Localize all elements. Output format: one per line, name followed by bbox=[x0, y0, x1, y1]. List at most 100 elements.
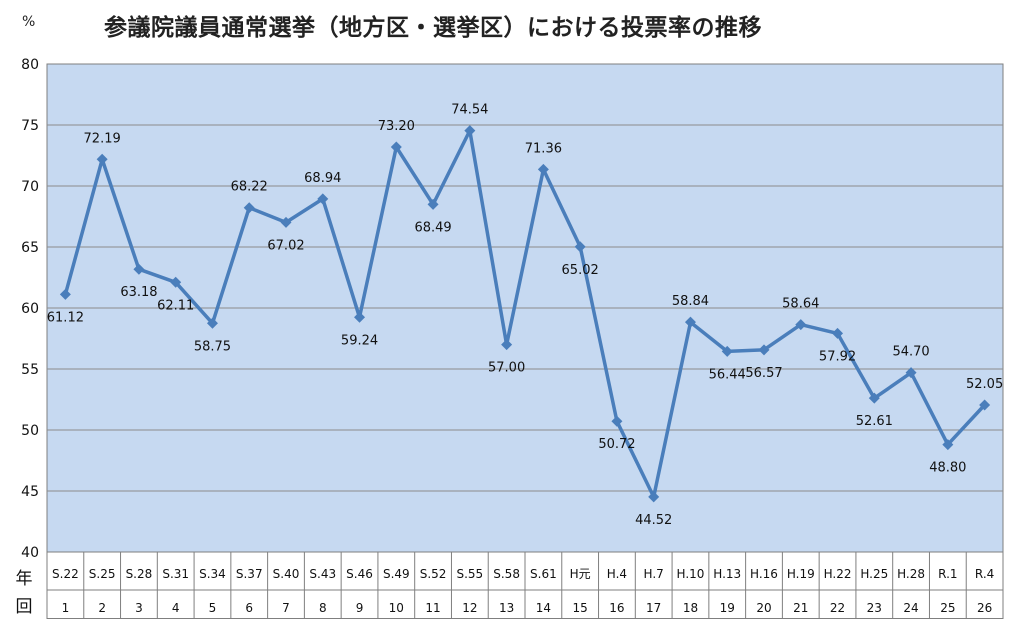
x-category-label: H.25 bbox=[860, 567, 888, 581]
x-round-label: 5 bbox=[209, 601, 217, 615]
data-point bbox=[501, 339, 513, 351]
data-label: 63.18 bbox=[120, 285, 157, 300]
x-round-label: 11 bbox=[425, 601, 440, 615]
x-round-label: 6 bbox=[245, 601, 253, 615]
y-tick-label: 50 bbox=[21, 423, 39, 439]
data-point bbox=[942, 439, 954, 451]
data-label: 52.61 bbox=[856, 414, 893, 429]
data-label: 62.11 bbox=[157, 298, 194, 313]
y-tick-label: 70 bbox=[21, 179, 39, 195]
x-round-label: 18 bbox=[683, 601, 698, 615]
x-round-label: 26 bbox=[977, 601, 992, 615]
data-point bbox=[611, 415, 623, 427]
data-point bbox=[317, 193, 329, 205]
y-tick-label: 75 bbox=[21, 118, 39, 134]
data-point bbox=[170, 276, 182, 288]
x-round-label: 19 bbox=[720, 601, 735, 615]
x-round-label: 1 bbox=[62, 601, 70, 615]
x-round-label: 25 bbox=[940, 601, 955, 615]
data-label: 57.92 bbox=[819, 349, 856, 364]
x-category-label: S.37 bbox=[236, 567, 263, 581]
x-round-label: 20 bbox=[756, 601, 771, 615]
x-category-label: S.31 bbox=[162, 567, 189, 581]
data-label: 57.00 bbox=[488, 361, 525, 376]
data-point bbox=[427, 198, 439, 210]
y-tick-label: 45 bbox=[21, 484, 39, 500]
data-label: 67.02 bbox=[267, 238, 304, 253]
data-label: 44.52 bbox=[635, 513, 672, 528]
x-category-label: S.52 bbox=[420, 567, 447, 581]
row-label-count: 回 bbox=[16, 597, 33, 617]
chart-title: 参議院議員通常選挙（地方区・選挙区）における投票率の推移 bbox=[104, 15, 762, 41]
data-label: 50.72 bbox=[598, 437, 635, 452]
x-category-label: S.40 bbox=[273, 567, 300, 581]
x-round-label: 12 bbox=[462, 601, 477, 615]
data-label: 65.02 bbox=[562, 263, 599, 278]
x-category-label: S.25 bbox=[89, 567, 116, 581]
x-category-label: S.55 bbox=[456, 567, 483, 581]
x-round-label: 21 bbox=[793, 601, 808, 615]
data-point bbox=[905, 367, 917, 379]
x-category-label: S.22 bbox=[52, 567, 79, 581]
data-point bbox=[832, 327, 844, 339]
data-label: 56.44 bbox=[709, 367, 746, 382]
data-label: 58.64 bbox=[782, 297, 819, 312]
x-category-label: H.22 bbox=[824, 567, 852, 581]
data-label: 48.80 bbox=[929, 461, 966, 476]
y-tick-label: 60 bbox=[21, 301, 39, 317]
data-point bbox=[280, 216, 292, 228]
data-label: 54.70 bbox=[892, 345, 929, 360]
x-category-label: S.58 bbox=[493, 567, 520, 581]
data-point bbox=[758, 344, 770, 356]
x-category-label: R.1 bbox=[938, 567, 957, 581]
x-round-label: 16 bbox=[609, 601, 624, 615]
series-line bbox=[63, 128, 986, 499]
x-category-label: R.4 bbox=[975, 567, 994, 581]
x-category-label: S.28 bbox=[126, 567, 153, 581]
y-tick-label: 65 bbox=[21, 240, 39, 256]
data-label: 74.54 bbox=[451, 103, 488, 118]
x-round-label: 14 bbox=[536, 601, 551, 615]
data-label: 68.49 bbox=[414, 220, 451, 235]
x-round-label: 7 bbox=[282, 601, 290, 615]
data-point bbox=[133, 263, 145, 275]
x-round-label: 4 bbox=[172, 601, 180, 615]
data-label: 58.75 bbox=[194, 339, 231, 354]
data-label: 58.84 bbox=[672, 294, 709, 309]
x-category-label: S.46 bbox=[346, 567, 373, 581]
data-point bbox=[721, 345, 733, 357]
x-category-label: S.34 bbox=[199, 567, 226, 581]
x-round-label: 23 bbox=[867, 601, 882, 615]
x-round-label: 17 bbox=[646, 601, 661, 615]
data-point bbox=[648, 491, 660, 503]
x-category-label: H.10 bbox=[677, 567, 705, 581]
data-point bbox=[243, 202, 255, 214]
x-round-label: 9 bbox=[356, 601, 364, 615]
data-point bbox=[464, 125, 476, 137]
data-label: 68.94 bbox=[304, 171, 341, 186]
x-round-label: 15 bbox=[573, 601, 588, 615]
x-category-label: H.7 bbox=[644, 567, 664, 581]
x-round-label: 2 bbox=[98, 601, 106, 615]
data-label: 68.22 bbox=[231, 180, 268, 195]
data-point bbox=[868, 392, 880, 404]
y-axis-unit: % bbox=[22, 14, 36, 30]
data-label: 61.12 bbox=[47, 310, 84, 325]
data-label: 56.57 bbox=[745, 366, 782, 381]
x-category-label: H.4 bbox=[607, 567, 627, 581]
x-category-label: H元 bbox=[570, 567, 591, 581]
data-label: 72.19 bbox=[84, 131, 121, 146]
data-label: 52.05 bbox=[966, 377, 1003, 392]
data-point bbox=[684, 316, 696, 328]
data-point bbox=[390, 141, 402, 153]
data-point bbox=[354, 311, 366, 323]
x-category-label: S.43 bbox=[309, 567, 336, 581]
data-point bbox=[574, 241, 586, 253]
x-round-label: 24 bbox=[903, 601, 918, 615]
data-point bbox=[537, 163, 549, 175]
x-round-label: 3 bbox=[135, 601, 143, 615]
y-tick-label: 80 bbox=[21, 57, 39, 73]
x-round-label: 10 bbox=[389, 601, 404, 615]
data-point bbox=[795, 319, 807, 331]
